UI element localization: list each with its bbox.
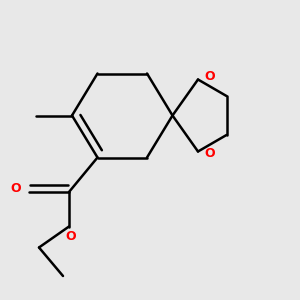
Text: O: O xyxy=(205,70,215,83)
Text: O: O xyxy=(11,182,21,196)
Text: O: O xyxy=(65,230,76,242)
Text: O: O xyxy=(205,147,215,161)
